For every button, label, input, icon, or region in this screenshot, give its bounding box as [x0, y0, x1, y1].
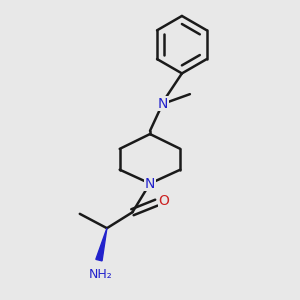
Text: N: N [158, 97, 168, 111]
Text: NH₂: NH₂ [89, 268, 112, 281]
Polygon shape [96, 228, 107, 261]
Text: O: O [158, 194, 169, 208]
Text: N: N [145, 176, 155, 190]
